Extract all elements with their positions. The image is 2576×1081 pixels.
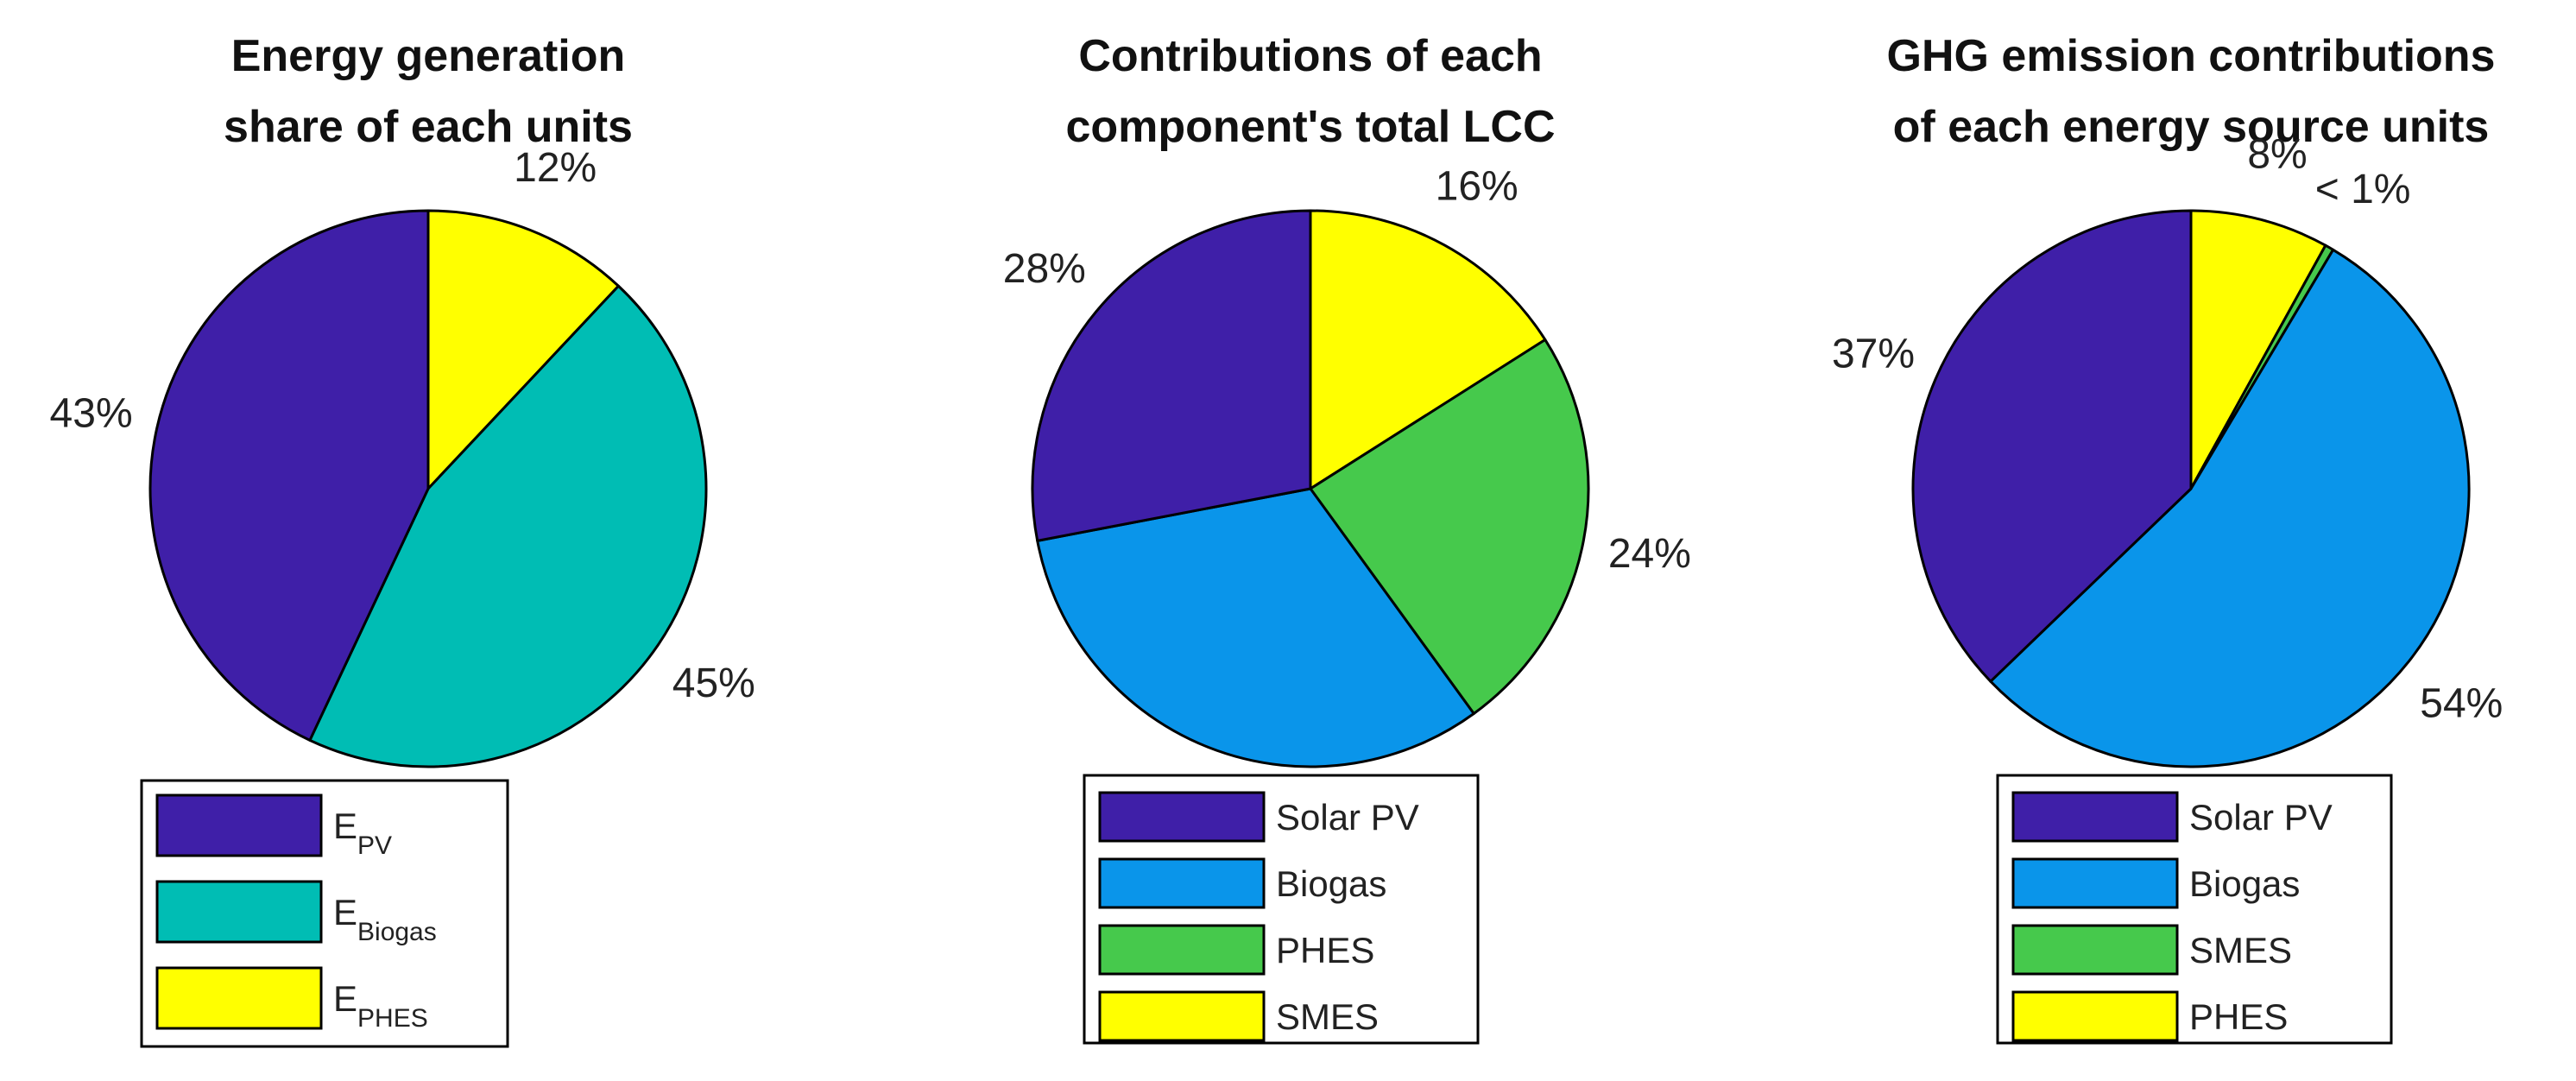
legend-swatch-solar-pv xyxy=(1098,791,1266,843)
legend-label-solar-pv: Solar PV xyxy=(1276,797,1419,838)
legend-label-smes: SMES xyxy=(2189,930,2292,970)
pie-slice-biogas xyxy=(1036,487,1475,768)
legend-label-solar-pv: Solar PV xyxy=(2189,797,2333,838)
legend-label-biogas: Biogas xyxy=(1276,863,1386,904)
legend-label-subscript: PV xyxy=(357,831,392,860)
legend-swatch-biogas xyxy=(2011,857,2179,909)
slice-percent-label: < 1% xyxy=(2315,167,2411,212)
chart-title-line-2: component's total LCC xyxy=(1065,102,1555,152)
pie-slice-phes xyxy=(1309,338,1590,715)
legend-label-phes: PHES xyxy=(2189,996,2288,1037)
slice-percent-label: 16% xyxy=(1436,164,1518,210)
chart-title-line-1: Energy generation xyxy=(231,31,626,81)
slice-percent-label: 43% xyxy=(50,391,133,437)
legend-swatch-phes xyxy=(2011,990,2179,1042)
legend-label-biogas: Biogas xyxy=(2189,863,2300,904)
slice-percent-label: 24% xyxy=(1608,531,1691,577)
pie-slice-ephes xyxy=(426,209,620,490)
chart-title-line-2: of each energy source units xyxy=(1893,102,2490,152)
slice-percent-label: 37% xyxy=(1832,331,1915,376)
pie-chart-2: Contributions of each component's total L… xyxy=(1003,31,1691,1045)
legend-label-phes: PHES xyxy=(1276,930,1374,970)
chart-title-line-2: share of each units xyxy=(224,102,633,152)
legend-label-subscript: PHES xyxy=(357,1004,428,1033)
legend-swatch-epv xyxy=(155,793,323,857)
legend: Solar PV Biogas PHES SMES xyxy=(1083,774,1480,1045)
legend-swatch-smes xyxy=(2011,924,2179,976)
legend-swatch-phes xyxy=(1098,924,1266,976)
legend-swatch-solar-pv xyxy=(2011,791,2179,843)
legend-label-smes: SMES xyxy=(1276,996,1379,1037)
pie-slice-epv xyxy=(148,209,430,742)
pie-slice-biogas xyxy=(1989,248,2471,768)
slice-percent-label: 54% xyxy=(2420,681,2503,727)
slice-percent-label: 12% xyxy=(514,145,597,191)
legend-swatch-smes xyxy=(1098,990,1266,1042)
pie-slice-solar-pv xyxy=(1911,209,2193,683)
pie-slice-phes xyxy=(2189,209,2327,490)
legend-swatch-ebiogas xyxy=(155,880,323,944)
slice-percent-label: 8% xyxy=(2247,132,2307,178)
pie-slice-solar-pv xyxy=(1031,209,1312,542)
legend-label-subscript: Biogas xyxy=(357,918,437,946)
slice-percent-label: 45% xyxy=(672,661,755,706)
pie-slice-ebiogas xyxy=(308,284,708,768)
legend-swatch-ephes xyxy=(155,966,323,1030)
chart-title-line-1: GHG emission contributions xyxy=(1887,31,2496,81)
slice-percent-label: 28% xyxy=(1003,246,1086,292)
legend-swatch-biogas xyxy=(1098,857,1266,909)
chart-title-line-1: Contributions of each xyxy=(1078,31,1542,81)
legend: Solar PV Biogas SMES PHES xyxy=(1996,774,2393,1045)
pie-chart-3: GHG emission contributions of each energy… xyxy=(1832,31,2503,1045)
pie-slice-smes xyxy=(1309,209,1547,490)
